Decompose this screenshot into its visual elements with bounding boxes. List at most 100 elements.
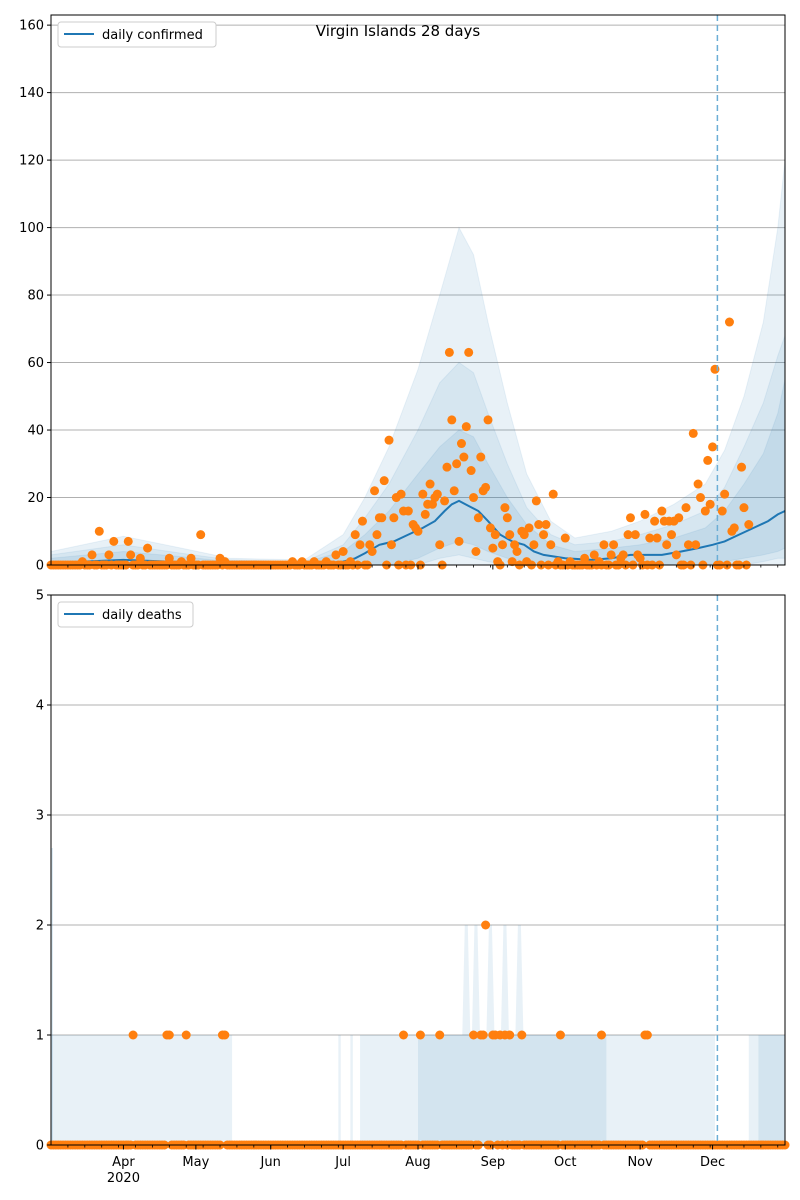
confirmed-y-tick-label: 120 bbox=[19, 154, 44, 169]
confirmed-data-point bbox=[379, 476, 389, 486]
confirmed-data-point bbox=[176, 557, 186, 567]
confirmed-data-point bbox=[618, 550, 628, 560]
confirmed-data-point bbox=[464, 347, 474, 357]
confirmed-data-point bbox=[442, 462, 452, 472]
confirmed-y-tick-label: 0 bbox=[36, 559, 44, 574]
deaths-data-point bbox=[642, 1030, 652, 1040]
deaths-x-tick-label: Sep bbox=[481, 1155, 506, 1170]
confirmed-y-tick-label: 160 bbox=[19, 19, 44, 34]
confirmed-data-point bbox=[720, 489, 730, 499]
confirmed-data-point bbox=[695, 493, 705, 503]
confirmed-data-point bbox=[473, 513, 483, 523]
deaths-band-outer bbox=[338, 1035, 341, 1145]
deaths-data-point bbox=[478, 1030, 488, 1040]
deaths-band-outer bbox=[360, 1035, 612, 1145]
deaths-x-tick-label: Dec bbox=[700, 1155, 725, 1170]
confirmed-data-point bbox=[548, 489, 558, 499]
deaths-band-peak bbox=[486, 925, 495, 1035]
deaths-band-peak bbox=[471, 925, 480, 1035]
confirmed-data-point bbox=[481, 482, 491, 492]
deaths-data-point bbox=[128, 1030, 138, 1040]
confirmed-data-point bbox=[645, 533, 655, 543]
confirmed-x-ticks bbox=[67, 565, 779, 570]
confirmed-data-point bbox=[94, 526, 104, 536]
confirmed-data-point bbox=[87, 550, 97, 560]
confirmed-data-point bbox=[652, 533, 662, 543]
confirmed-data-point bbox=[143, 543, 153, 553]
confirmed-data-point bbox=[703, 455, 713, 465]
chart-title: Virgin Islands 28 days bbox=[316, 22, 481, 40]
confirmed-data-point bbox=[541, 520, 551, 530]
deaths-y-tick-label: 1 bbox=[36, 1029, 44, 1044]
legend-label-deaths: daily deaths bbox=[102, 608, 182, 623]
deaths-band-inner bbox=[758, 1035, 785, 1145]
confirmed-data-point bbox=[126, 550, 136, 560]
confirmed-data-point bbox=[77, 557, 87, 567]
deaths-data-point bbox=[435, 1030, 445, 1040]
confirmed-data-point bbox=[599, 540, 609, 550]
confirmed-data-point bbox=[309, 557, 319, 567]
confirmed-data-point bbox=[444, 347, 454, 357]
confirmed-data-point bbox=[425, 479, 435, 489]
deaths-data-point bbox=[415, 1030, 425, 1040]
deaths-data-point bbox=[469, 1030, 479, 1040]
deaths-y-tick-label: 5 bbox=[36, 589, 44, 604]
deaths-x-tick-label: Aug bbox=[405, 1155, 430, 1170]
deaths-data-point bbox=[505, 1030, 515, 1040]
confirmed-data-point bbox=[502, 513, 512, 523]
confirmed-y-tick-label: 140 bbox=[19, 86, 44, 101]
confirmed-data-point bbox=[650, 516, 660, 526]
confirmed-data-point bbox=[671, 550, 681, 560]
confirmed-data-point bbox=[452, 459, 462, 469]
confirmed-data-point bbox=[640, 509, 650, 519]
deaths-data-point bbox=[220, 1030, 230, 1040]
deaths-band-outer bbox=[51, 1035, 233, 1145]
confirmed-data-point bbox=[413, 526, 423, 536]
confirmed-y-tick-label: 20 bbox=[27, 491, 44, 506]
confirmed-y-tick-label: 80 bbox=[27, 289, 44, 304]
confirmed-data-point bbox=[708, 442, 718, 452]
confirmed-data-point bbox=[729, 523, 739, 533]
confirmed-data-point bbox=[531, 496, 541, 506]
confirmed-data-point bbox=[420, 509, 430, 519]
deaths-band-peak bbox=[515, 925, 524, 1035]
confirmed-data-point bbox=[459, 452, 469, 462]
confirmed-data-point bbox=[454, 536, 464, 546]
confirmed-data-point bbox=[635, 553, 645, 563]
confirmed-data-point bbox=[186, 553, 196, 563]
confirmed-data-point bbox=[447, 415, 457, 425]
confirmed-data-point bbox=[220, 557, 230, 567]
confirmed-data-point bbox=[693, 479, 703, 489]
legend-label-confirmed: daily confirmed bbox=[102, 28, 203, 43]
confirmed-data-point bbox=[331, 550, 341, 560]
deaths-data-point bbox=[164, 1030, 174, 1040]
deaths-data-point bbox=[555, 1030, 565, 1040]
confirmed-data-point bbox=[657, 506, 667, 516]
confirmed-data-point bbox=[565, 557, 575, 567]
confirmed-data-point bbox=[744, 520, 754, 530]
deaths-band-outer bbox=[748, 1035, 785, 1145]
confirmed-data-point bbox=[606, 550, 616, 560]
confirmed-data-point bbox=[510, 540, 520, 550]
deaths-y-tick-label: 4 bbox=[36, 699, 44, 714]
confirmed-data-point bbox=[355, 540, 365, 550]
confirmed-data-point bbox=[403, 506, 413, 516]
confirmed-data-point bbox=[389, 513, 399, 523]
confirmed-data-point bbox=[688, 428, 698, 438]
confirmed-data-point bbox=[691, 540, 701, 550]
confirmed-data-point bbox=[546, 540, 556, 550]
confirmed-data-point bbox=[466, 466, 476, 476]
deaths-x-tick-label: May bbox=[182, 1155, 209, 1170]
confirmed-data-point bbox=[386, 540, 396, 550]
confirmed-data-point bbox=[553, 557, 563, 567]
confirmed-data-point bbox=[135, 553, 145, 563]
confirmed-data-point bbox=[667, 530, 677, 540]
confirmed-data-point bbox=[683, 540, 693, 550]
deaths-data-point bbox=[597, 1030, 606, 1040]
deaths-x-tick-label: Jun bbox=[260, 1155, 281, 1170]
deaths-data-point bbox=[181, 1030, 191, 1040]
confirmed-data-point bbox=[490, 530, 500, 540]
